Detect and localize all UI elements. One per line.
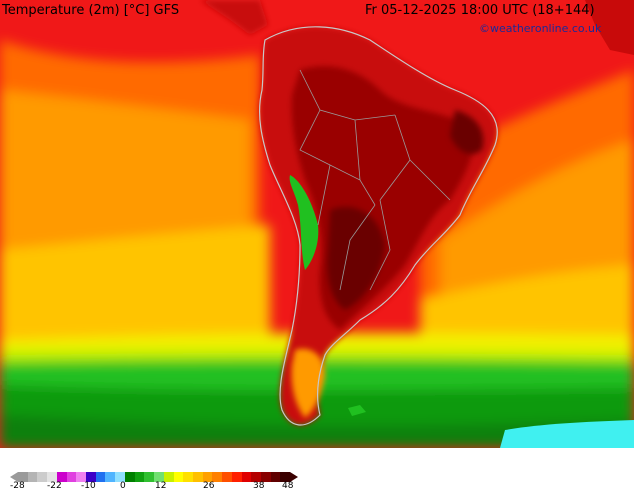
- colorbar-segment: [212, 472, 223, 482]
- colorbar-segment: [163, 472, 174, 482]
- colorbar-segment: [241, 472, 252, 482]
- tick-label: -22: [47, 481, 62, 491]
- andes-cool-strip: [289, 175, 319, 270]
- colorbar-segment: [192, 472, 203, 482]
- colorbar-segment: [222, 472, 232, 482]
- central-america: [200, 0, 268, 35]
- colorbar-segment: [260, 472, 271, 482]
- tick-label: 26: [203, 481, 215, 491]
- colorbar-segment: [231, 472, 242, 482]
- colorbar-segment: [105, 472, 116, 482]
- temperature-map: [0, 0, 634, 448]
- forecast-datetime: Fr 05-12-2025 18:00 UTC (18+144): [365, 3, 595, 18]
- west-africa-tip: [585, 0, 634, 55]
- tick-label: 0: [120, 481, 126, 491]
- colorbar-segment: [270, 472, 281, 482]
- colorbar-segment: [18, 472, 28, 482]
- map-title: Temperature (2m) [°C] GFS: [2, 3, 180, 18]
- country-borders: [299, 69, 451, 291]
- tick-label: -10: [81, 481, 96, 491]
- tick-label: 48: [282, 481, 294, 491]
- colorbar-segment: [56, 472, 67, 482]
- colorbar-segment: [154, 472, 164, 482]
- tick-label: 12: [155, 481, 167, 491]
- colorbar-segment: [134, 472, 145, 482]
- colorbar-segment: [47, 472, 57, 482]
- coastline: [259, 26, 498, 426]
- falkland-islands: [348, 405, 366, 416]
- colorbar-segment: [124, 472, 135, 482]
- colorbar-segment: [27, 472, 38, 482]
- antarctic-ice: [500, 420, 634, 448]
- colorbar: [18, 472, 291, 482]
- colorbar-segment: [66, 472, 77, 482]
- interior-hottest: [327, 110, 484, 310]
- tick-label: 38: [253, 481, 265, 491]
- colorbar-min-arrow: [10, 472, 18, 482]
- colorbar-segment: [115, 472, 125, 482]
- colorbar-max-arrow: [290, 472, 298, 482]
- colorbar-segment: [86, 472, 96, 482]
- colorbar-segment: [280, 472, 291, 482]
- south-america: [259, 26, 498, 426]
- colorbar-segment: [95, 472, 106, 482]
- colorbar-segment: [202, 472, 213, 482]
- colorbar-segment: [251, 472, 261, 482]
- colorbar-segment: [173, 472, 184, 482]
- footer: [0, 448, 634, 490]
- credit-link[interactable]: ©weatheronline.co.uk: [479, 22, 602, 35]
- colorbar-segment: [37, 472, 48, 482]
- colorbar-segment: [144, 472, 155, 482]
- colorbar-segment: [76, 472, 87, 482]
- ocean-band-deep: [0, 415, 634, 448]
- patagonia-warm: [291, 348, 325, 418]
- tick-label: -28: [10, 481, 25, 491]
- colorbar-segment: [183, 472, 193, 482]
